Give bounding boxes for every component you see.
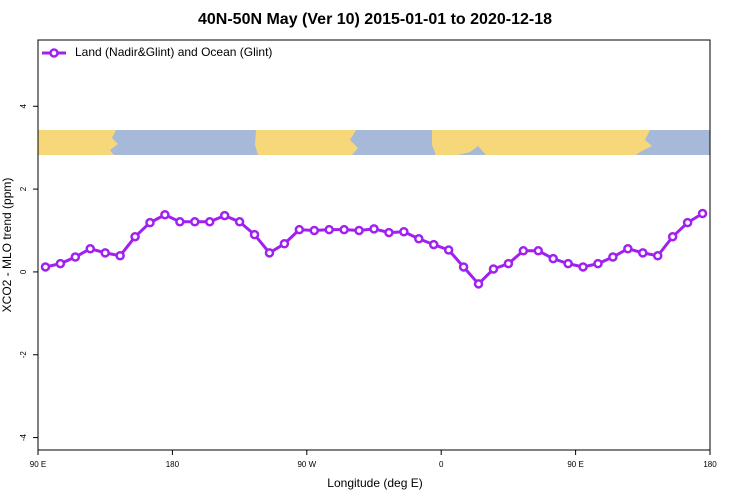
x-tick-label: 90 E [30,460,46,469]
x-tick-label: 180 [703,460,717,469]
y-tick-label: 0 [19,269,28,274]
y-tick-label: -4 [19,433,28,441]
y-tick-label: 4 [19,103,28,108]
map-strip [38,130,710,155]
data-point [384,227,394,238]
data-point [682,217,693,228]
data-point [593,258,603,269]
data-point [414,234,424,244]
data-point [100,248,110,258]
data-point [115,251,125,261]
data-point [249,229,260,240]
data-point [443,245,454,255]
x-tick-label: 180 [166,460,180,469]
data-point [145,217,155,228]
data-point [130,231,140,242]
data-point [219,210,230,221]
data-point [175,217,185,227]
x-tick-label: 0 [439,460,444,469]
data-point [279,239,290,249]
data-point [55,258,66,269]
data-point [488,264,499,274]
series-line [45,212,704,287]
y-axis-label: XCO2 - MLO trend (ppm) [0,178,14,313]
data-point [354,225,364,236]
data-point [264,248,275,258]
data-point [518,246,529,256]
legend-marker [49,48,59,58]
data-point [190,217,200,227]
data-point [294,224,305,235]
data-point [369,224,379,234]
x-axis-label: Longitude (deg E) [327,476,422,490]
chart-title: 40N-50N May (Ver 10) 2015-01-01 to 2020-… [198,11,552,28]
data-point [473,279,484,289]
data-point [652,251,663,261]
data-point [563,258,573,269]
legend-label: Land (Nadir&Glint) and Ocean (Glint) [75,45,272,59]
data-point [428,239,439,250]
data-point [638,248,648,258]
data-point [548,253,558,264]
data-point [339,224,349,235]
x-tick-label: 90 W [297,460,316,469]
data-point [578,262,588,272]
data-point [234,217,245,227]
data-point [667,231,678,242]
data-point [503,258,514,269]
data-point [399,226,409,237]
x-tick-label: 90 E [567,460,583,469]
data-point [608,252,618,262]
data-point [623,243,633,254]
y-tick-label: -2 [19,351,28,359]
data-point [70,252,81,262]
data-point [309,225,320,236]
data-point [458,262,469,272]
data-point [85,243,96,254]
data-point [160,210,170,220]
plot-frame [37,39,711,451]
data-point [204,217,215,227]
data-point [697,208,708,219]
data-point [40,262,51,272]
data-point [533,246,544,256]
data-point [324,224,334,235]
y-tick-label: 2 [19,186,28,191]
